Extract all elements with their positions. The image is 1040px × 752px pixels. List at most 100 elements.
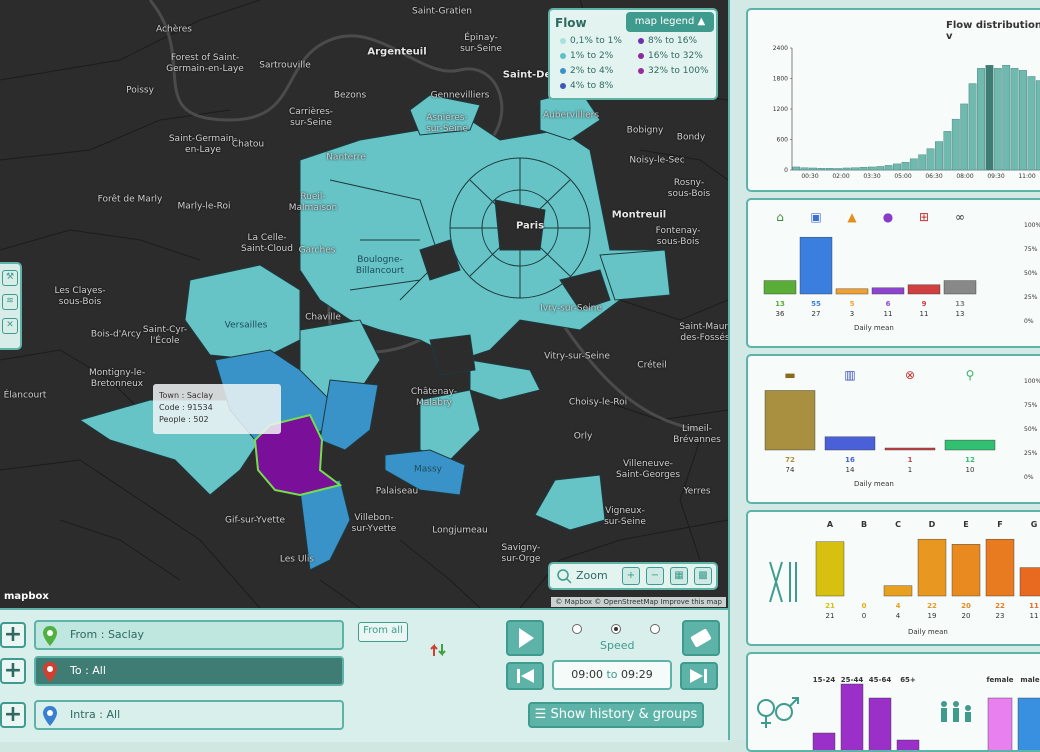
measure-icon[interactable]: ⚒ — [2, 270, 18, 286]
place-label: Limeil- Brévannes — [673, 424, 721, 445]
from-all-button[interactable]: From all — [358, 622, 408, 642]
x-tick-label: 02:00 — [832, 173, 849, 180]
percent-tick: 0% — [1024, 474, 1034, 481]
bar-value-secondary: 11 — [1029, 612, 1039, 620]
place-label: Montreuil — [611, 209, 667, 221]
place-label: Bois-d'Arcy — [90, 329, 142, 340]
place-label: Montigny-le- Bretonneux — [88, 368, 146, 389]
flow-bar — [800, 167, 809, 171]
search-icon — [557, 569, 572, 584]
place-label: Forêt de Marly — [97, 194, 163, 205]
map-attribution[interactable]: © Mapbox © OpenStreetMap Improve this ma… — [551, 597, 726, 607]
layers-icon[interactable]: ≋ — [2, 294, 18, 310]
place-label: Palaiseau — [375, 486, 419, 497]
bar-value: 11 — [1029, 602, 1039, 610]
place-label: Bondy — [676, 132, 706, 143]
map-tool-panel: ⚒ ≋ ✕ — [0, 262, 22, 350]
percent-tick: 50% — [1024, 270, 1038, 277]
add-to-button[interactable]: + — [0, 658, 26, 684]
to-value: To : All — [70, 664, 106, 677]
place-label: Poissy — [126, 85, 154, 96]
socio-card: A 21 21 B 0 0 C 4 4 D 22 19 E 20 20 F 22 23 G 11 11 Daily me… — [746, 510, 1040, 646]
sex-bar — [987, 697, 1013, 750]
map-view[interactable]: Achères Forest of Saint- Germain-en-Laye S… — [0, 0, 728, 608]
map-legend-toggle-button[interactable]: map legend ▲ — [626, 12, 714, 32]
place-label: Vigneux- sur-Seine — [604, 506, 646, 527]
socio-daily-mean: Daily mean — [908, 628, 948, 636]
family-icon — [941, 701, 971, 722]
map-tooltip: Town : Saclay Code : 91534 People : 502 — [153, 384, 281, 434]
socio-category-label: C — [895, 520, 901, 529]
socio-category-label: E — [963, 520, 969, 529]
y-tick-label: 2400 — [773, 45, 788, 52]
percent-tick: 100% — [1024, 378, 1040, 385]
zoom-out-button[interactable]: − — [646, 567, 664, 585]
place-label: Marly-le-Roi — [177, 201, 231, 212]
swap-icon[interactable] — [428, 640, 448, 660]
flow-bar — [876, 166, 885, 171]
sex-label: male — [1020, 676, 1040, 684]
category-bar — [764, 390, 816, 451]
legend-item-label: 32% to 100% — [648, 66, 709, 76]
place-label: Saint-Maur- des-Fossés — [679, 322, 728, 343]
to-field[interactable]: To : All — [34, 656, 344, 686]
bar-value-secondary: 3 — [849, 310, 855, 318]
show-history-button[interactable]: ☰ Show history & groups — [528, 702, 704, 728]
place-label: Gif-sur-Yvette — [224, 515, 286, 526]
category-bar — [884, 447, 936, 451]
map-canvas[interactable] — [0, 0, 728, 608]
step-forward-button[interactable] — [680, 662, 718, 690]
mapbox-logo: mapbox — [4, 591, 49, 602]
percent-tick: 100% — [1024, 222, 1040, 229]
age-group-label: 15-24 — [812, 676, 836, 684]
speed-radio-slow[interactable] — [572, 624, 582, 634]
add-from-button[interactable]: + — [0, 622, 26, 648]
time-range[interactable]: 09:00 to 09:29 — [552, 660, 672, 690]
speed-radio-fast[interactable] — [650, 624, 660, 634]
place-label: Rosny- sous-Bois — [667, 178, 711, 199]
speed-radio-medium[interactable] — [611, 624, 621, 634]
add-intra-button[interactable]: + — [0, 702, 26, 728]
flow-bar — [1002, 65, 1011, 171]
zoom-bar: Zoom + − ▦ ▩ — [548, 562, 718, 590]
eraser-button[interactable] — [682, 620, 720, 656]
x-tick-label: 00:30 — [801, 173, 818, 180]
x-tick-label: 11:00 — [1018, 173, 1035, 180]
tools-icon[interactable]: ✕ — [2, 318, 18, 334]
place-label: Paris — [515, 220, 545, 232]
from-field[interactable]: From : Saclay — [34, 620, 344, 650]
bar-value: 16 — [845, 456, 855, 464]
flow-distribution-chart: 2400 1800 1200 600 0 00:30 02:00 03:30 05:00 06:3… — [773, 45, 1040, 180]
zoom-in-button[interactable]: + — [622, 567, 640, 585]
bar-value: 0 — [861, 602, 867, 610]
legend-item: 32% to 100% — [638, 66, 709, 76]
category-bar — [1019, 567, 1040, 597]
flow-bar — [993, 68, 1002, 171]
place-label: Vitry-sur-Seine — [544, 351, 610, 362]
place-label: Rueil- Malmaison — [288, 192, 338, 213]
bar-value: 4 — [895, 602, 901, 610]
flow-bar — [817, 168, 826, 171]
category-bar — [835, 288, 869, 295]
legend-item: 16% to 32% — [638, 51, 703, 61]
x-tick-label: 06:30 — [925, 173, 942, 180]
play-button[interactable] — [506, 620, 544, 656]
socio-category-label: F — [997, 520, 1003, 529]
car-icon: ▬ — [784, 368, 796, 382]
flow-bar — [1035, 80, 1040, 171]
place-label: Achères — [156, 24, 192, 35]
fullscreen-icon[interactable]: ▩ — [694, 567, 712, 585]
mode-card: ▬ 72 74 ▥ 16 14 ⊗ 1 1 ⚲ 12 10 100% 75% 50% 25% 0% Daily … — [746, 354, 1040, 504]
step-back-button[interactable] — [506, 662, 544, 690]
time-start: 09:00 — [571, 668, 603, 681]
bar-value-secondary: 19 — [927, 612, 937, 620]
zoom-extent-icon[interactable]: ▦ — [670, 567, 688, 585]
tooltip-town: Town : Saclay — [159, 391, 214, 400]
flow-bar — [909, 158, 918, 171]
motive-card: ⌂ 13 36 ▣ 55 27 ▲ 5 3 ● 6 11 ⊞ 9 11 ∞ 13 13 100% 75% 50% 25% 0… — [746, 198, 1040, 348]
intra-field[interactable]: Intra : All — [34, 700, 344, 730]
y-tick-label: 1200 — [773, 106, 788, 113]
graduation-cap-icon: ▲ — [847, 210, 857, 224]
from-value: From : Saclay — [70, 628, 145, 641]
time-end: 09:29 — [621, 668, 653, 681]
